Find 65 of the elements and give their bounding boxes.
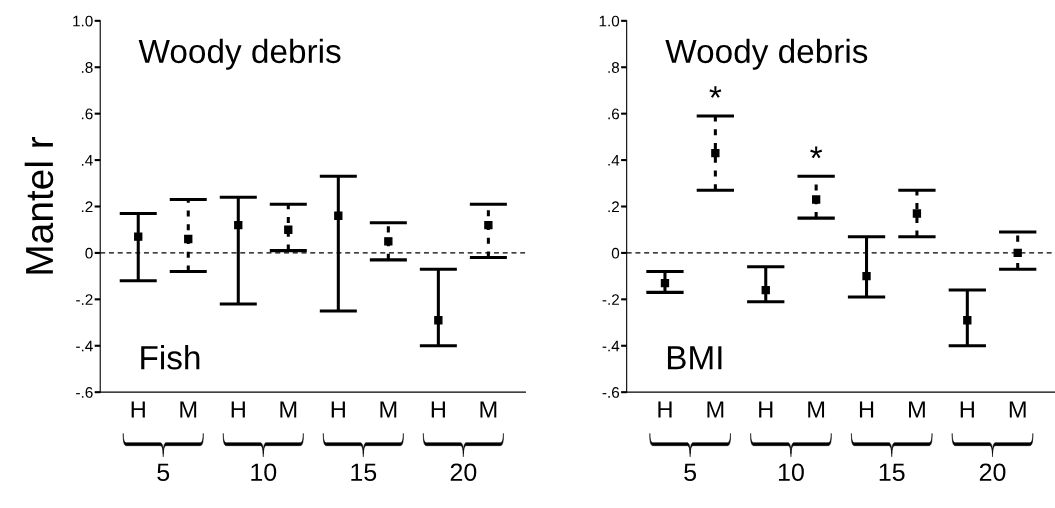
x-tick-label: H (960, 401, 974, 418)
y-tick-label: .4 (608, 155, 620, 166)
point (284, 225, 293, 234)
x-tick-label: M (808, 401, 825, 418)
text: 20 (450, 463, 477, 482)
y-tick-label: 1.0 (73, 15, 93, 27)
data-label: * (709, 86, 722, 98)
y-tick-label: .2 (608, 201, 619, 213)
text: 15 (879, 463, 905, 482)
point (711, 148, 720, 158)
y-tick-label: .6 (608, 108, 620, 120)
y-tick-label: -.2 (76, 294, 93, 305)
x-tick-label: H (859, 401, 874, 418)
y-tick-label: 1.0 (599, 15, 620, 27)
point (1013, 248, 1022, 258)
y-tick-label: -.6 (76, 387, 93, 398)
x-tick-label: H (131, 401, 145, 418)
data-label: * (810, 146, 823, 159)
text: 10 (251, 463, 277, 482)
point (234, 220, 243, 230)
y-axis-title: Mantel r (24, 136, 54, 274)
x-tick-label: M (1009, 401, 1026, 418)
annotation: Woody debris (138, 38, 341, 70)
point (862, 271, 871, 281)
text: 5 (157, 463, 170, 482)
annotation: Fish (141, 345, 200, 370)
x-tick-label: M (180, 401, 197, 418)
y-tick-label: -.2 (602, 294, 619, 305)
x-tick-label: H (231, 401, 245, 418)
y-tick-label: .6 (81, 108, 93, 120)
text: 15 (351, 463, 377, 482)
x-tick-label: H (759, 401, 773, 418)
point (434, 316, 443, 325)
text: 20 (979, 463, 1006, 482)
point (184, 234, 193, 244)
y-tick-label: .4 (81, 155, 93, 166)
point (334, 211, 343, 220)
point (384, 237, 393, 246)
y-tick-label: .2 (81, 201, 93, 213)
point (761, 285, 770, 295)
annotation: BMI (667, 346, 722, 370)
x-tick-label: H (331, 401, 345, 418)
point (912, 209, 922, 218)
point (484, 220, 493, 230)
y-tick-label: 0 (85, 247, 93, 259)
point (134, 232, 143, 241)
point (811, 195, 821, 204)
annotation: Woody debris (665, 38, 868, 70)
x-tick-label: H (431, 401, 445, 418)
y-tick-label: .8 (608, 62, 620, 73)
x-tick-label: M (480, 401, 497, 418)
y-tick-label: .8 (81, 62, 93, 73)
x-tick-label: M (707, 401, 724, 418)
point (963, 316, 972, 325)
x-tick-label: H (658, 401, 672, 418)
point (660, 278, 670, 288)
y-tick-label: -.4 (76, 340, 93, 352)
text: 5 (684, 463, 697, 482)
x-tick-label: M (909, 401, 925, 418)
y-tick-label: -.6 (602, 387, 620, 398)
x-tick-label: M (280, 401, 297, 418)
y-tick-label: 0 (611, 247, 620, 259)
x-tick-label: M (380, 401, 397, 418)
y-tick-label: -.4 (602, 340, 620, 352)
text: 10 (778, 463, 804, 482)
